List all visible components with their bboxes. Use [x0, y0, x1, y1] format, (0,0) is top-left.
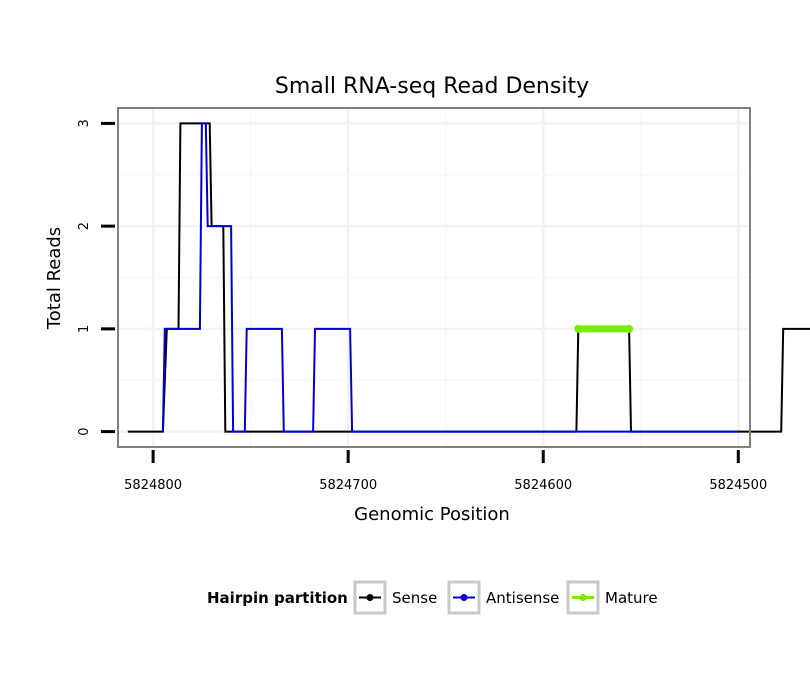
x-tick-label: 5824700 [319, 478, 377, 493]
legend-key-point [366, 594, 374, 601]
y-axis-label: Total Reads [44, 227, 65, 330]
legend: Hairpin partition Sense Antisense Mature [207, 580, 658, 615]
legend-item-mature: Mature [566, 580, 658, 615]
x-tick-label: 5824800 [124, 478, 182, 493]
legend-item-sense: Sense [353, 580, 437, 615]
y-axis: 0 1 2 3 [77, 119, 115, 436]
chart-title: Small RNA-seq Read Density [275, 74, 589, 99]
legend-key-point [460, 594, 468, 601]
y-tick-label: 2 [77, 222, 92, 230]
legend-label: Mature [605, 589, 658, 607]
x-tick-label: 5824600 [514, 478, 572, 493]
x-axis-label: Genomic Position [354, 504, 510, 525]
plot-panel-border [117, 107, 751, 448]
x-axis: 5824800 5824700 5824600 5824500 [124, 450, 767, 493]
legend-item-antisense: Antisense [447, 580, 559, 615]
series-layer [127, 122, 810, 433]
legend-label: Sense [392, 589, 437, 607]
x-tick-label: 5824500 [709, 478, 767, 493]
y-tick-label: 0 [77, 427, 92, 435]
y-tick-label: 3 [77, 119, 92, 127]
series-point-mature [625, 324, 634, 333]
series-line-antisense [161, 122, 739, 433]
y-tick-label: 1 [77, 325, 92, 333]
legend-title: Hairpin partition [207, 589, 348, 607]
series-point-mature [574, 324, 583, 333]
legend-key-point [579, 594, 587, 601]
legend-label: Antisense [486, 589, 559, 607]
grid [118, 108, 750, 447]
